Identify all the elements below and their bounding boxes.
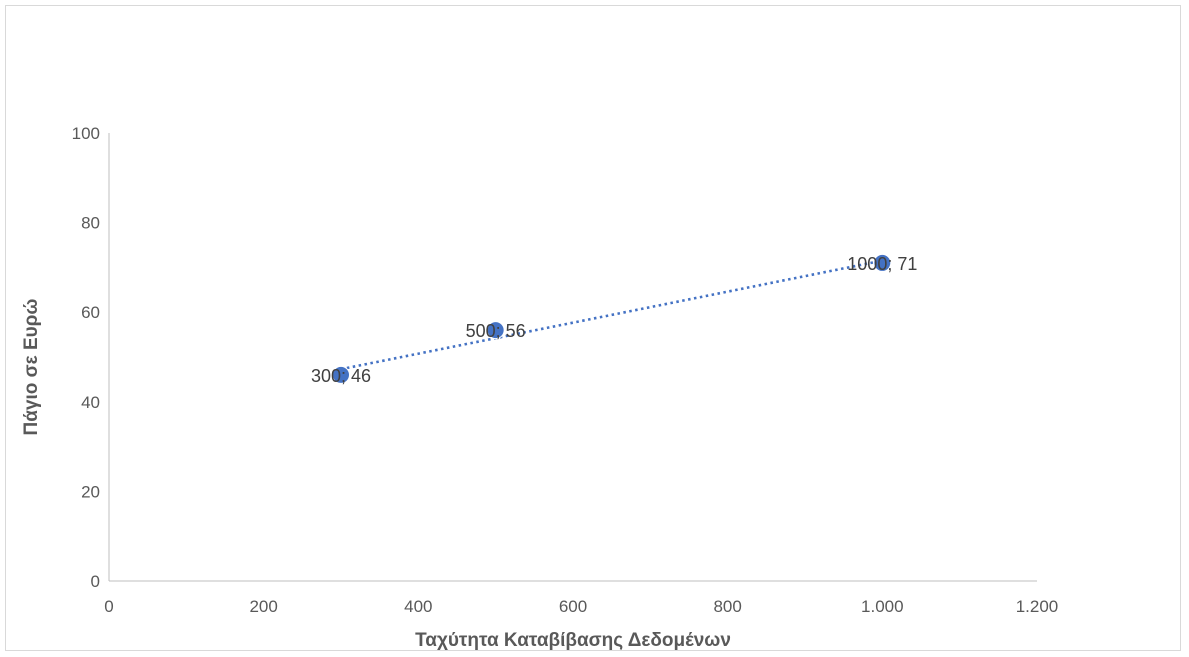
data-points: [332, 253, 892, 384]
scatter-chart: 0 200 400 600 800 1.000 1.200 0 20 40 60 80 100 300…: [21, 124, 1058, 651]
y-axis-title: Πάγιο σε Ευρώ: [21, 299, 42, 436]
data-point: [873, 253, 892, 272]
x-tick-label: 1.200: [1016, 597, 1059, 616]
chart-container: 0 200 400 600 800 1.000 1.200 0 20 40 60 80 100 300…: [5, 5, 1181, 651]
x-tick-label: 0: [104, 597, 113, 616]
x-tick-label: 400: [404, 597, 432, 616]
x-tick-labels: 0 200 400 600 800 1.000 1.200: [104, 597, 1058, 616]
trendline-group: [340, 259, 883, 371]
x-tick-label: 600: [559, 597, 587, 616]
y-tick-label: 60: [81, 303, 100, 322]
x-axis-title: Ταχύτητα Καταβίβασης Δεδομένων: [415, 630, 731, 651]
data-label: 500; 56: [466, 321, 526, 341]
trendline: [340, 259, 883, 371]
data-point: [486, 321, 505, 340]
y-tick-label: 20: [81, 482, 100, 501]
x-tick-label: 800: [713, 597, 741, 616]
y-tick-label: 100: [72, 124, 100, 143]
data-labels: 300; 46 500; 56 1000; 71: [311, 254, 917, 386]
x-tick-label: 1.000: [861, 597, 904, 616]
y-tick-labels: 0 20 40 60 80 100: [72, 124, 100, 591]
data-point: [332, 365, 350, 384]
axes: [108, 133, 1037, 582]
y-tick-label: 0: [91, 572, 100, 591]
x-tick-label: 200: [249, 597, 277, 616]
y-tick-label: 80: [81, 214, 100, 233]
y-tick-label: 40: [81, 393, 100, 412]
data-label: 1000; 71: [847, 254, 917, 274]
data-label: 300; 46: [311, 366, 371, 386]
